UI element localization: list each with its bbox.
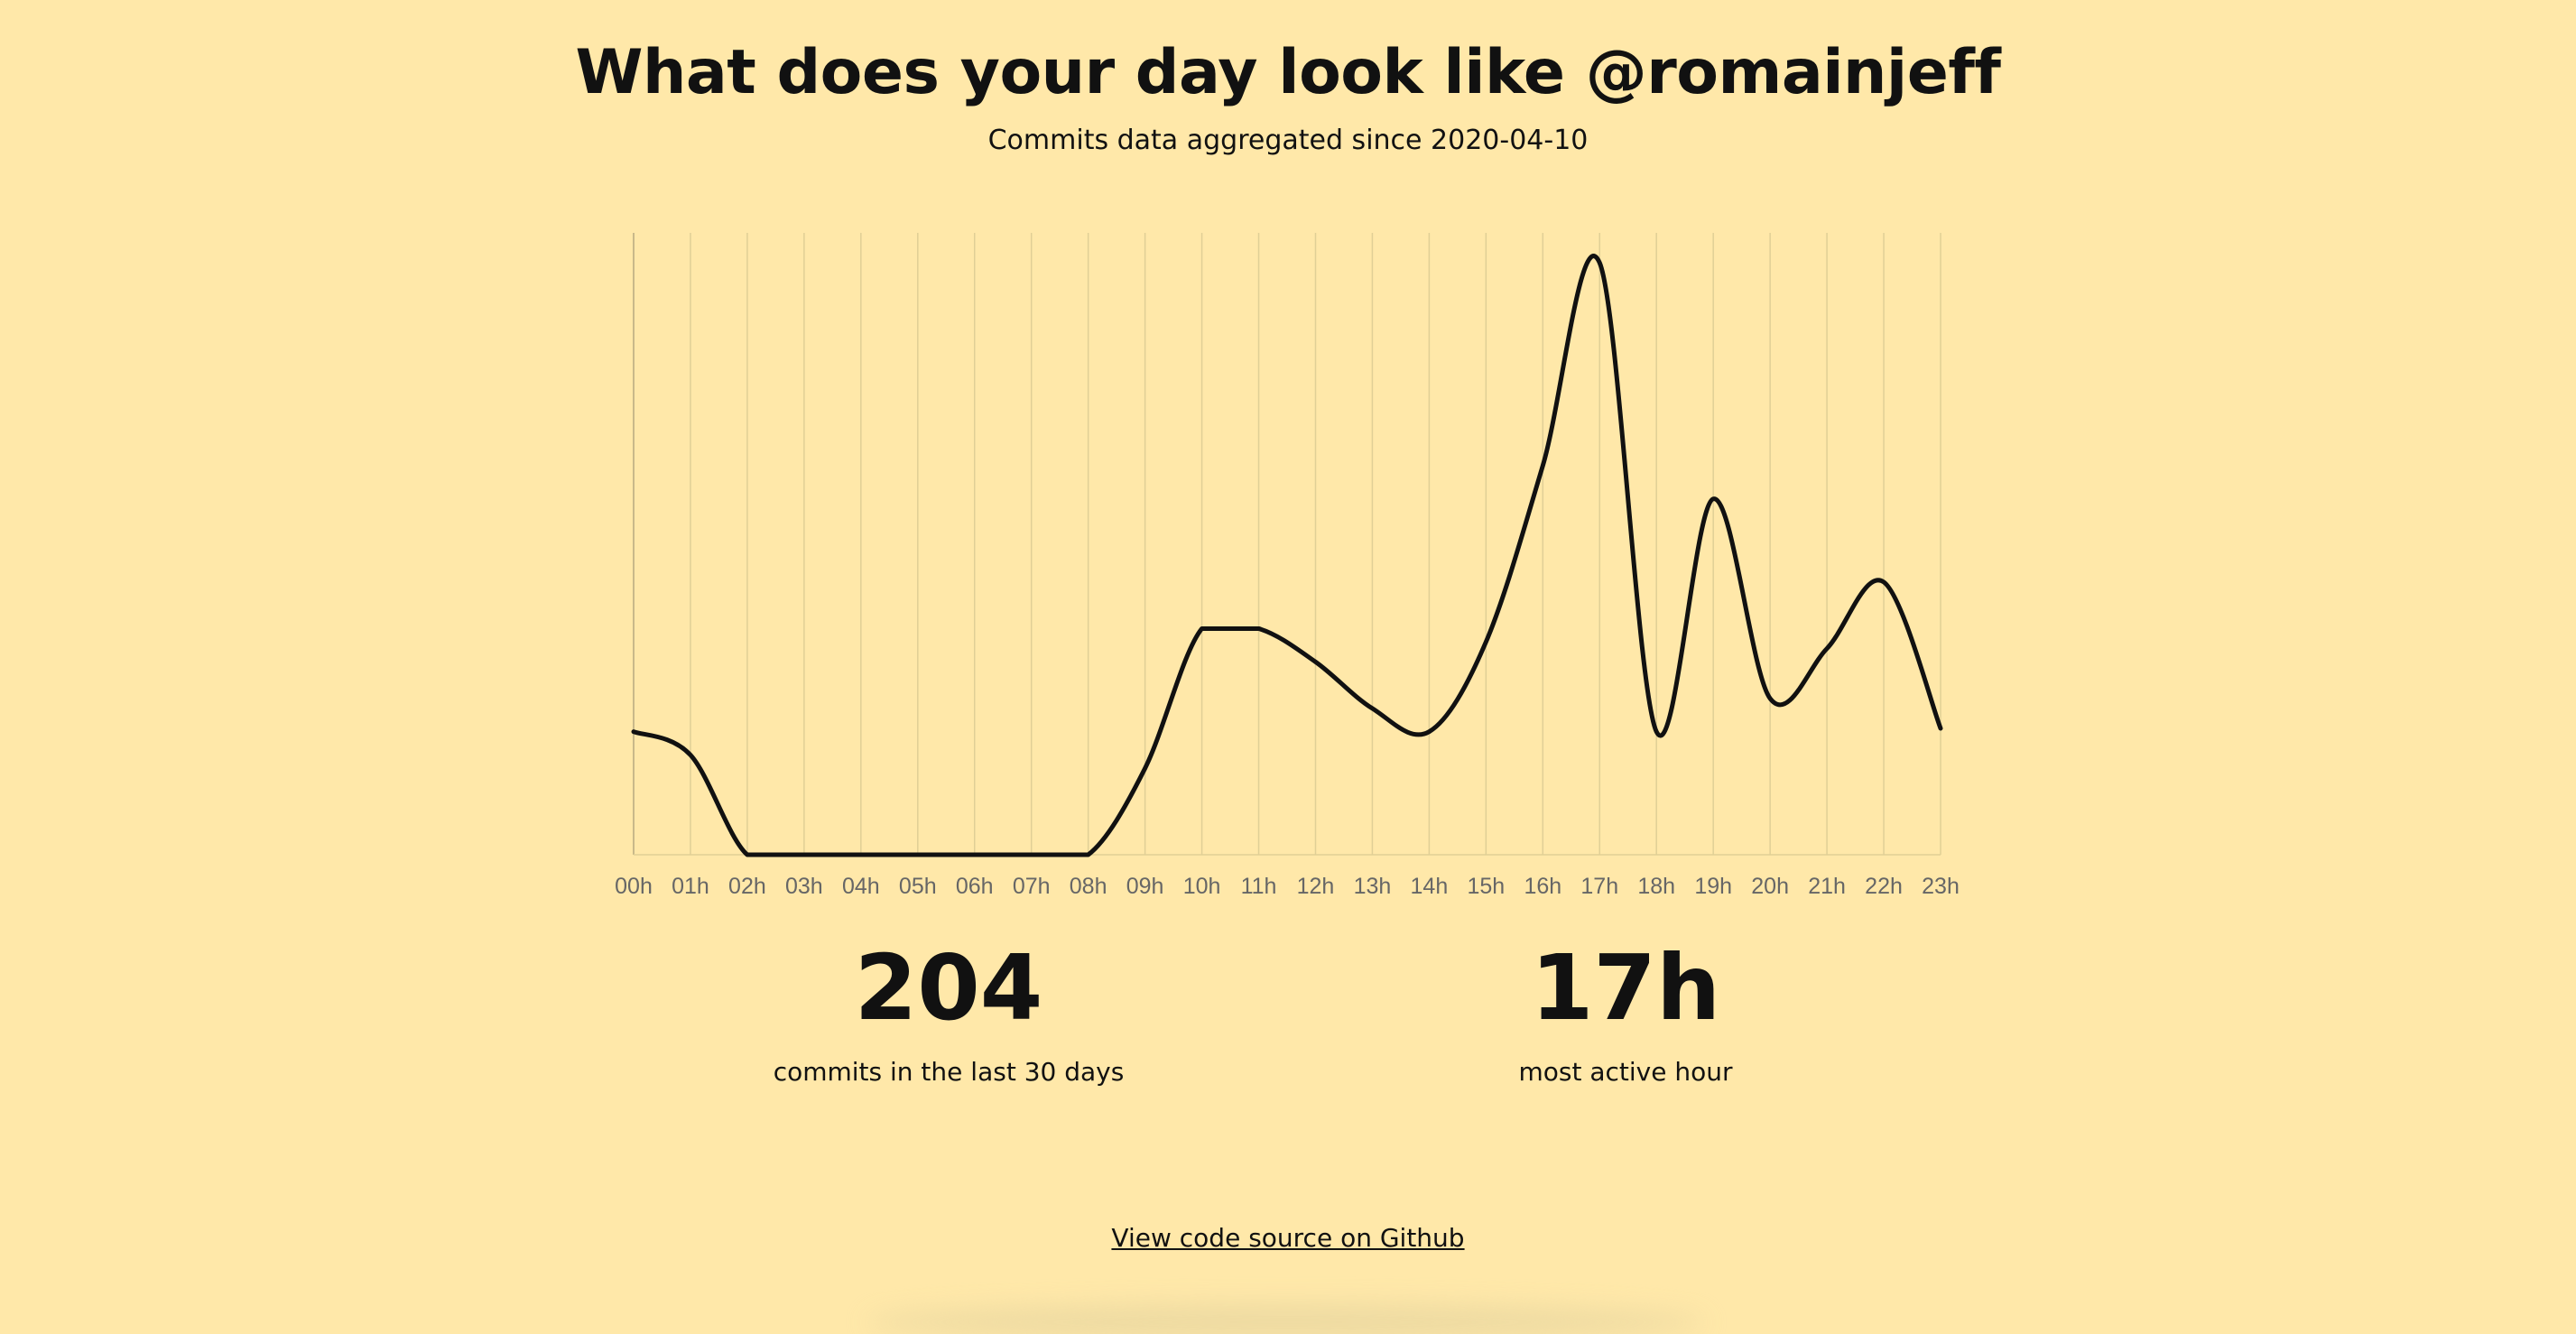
x-tick-label: 23h xyxy=(1922,874,1960,899)
x-tick-label: 07h xyxy=(1013,874,1051,899)
data-point-17h xyxy=(1592,255,1607,270)
data-point-08h xyxy=(1081,848,1096,862)
data-point-06h xyxy=(968,848,982,862)
most-active-hour-value: 17h xyxy=(1530,935,1721,1041)
x-tick-label: 22h xyxy=(1865,874,1903,899)
data-point-01h xyxy=(683,747,698,762)
data-point-07h xyxy=(1024,848,1039,862)
data-point-21h xyxy=(1820,642,1834,656)
data-point-03h xyxy=(797,848,811,862)
data-point-18h xyxy=(1649,725,1663,739)
x-tick-label: 05h xyxy=(899,874,937,899)
data-point-22h xyxy=(1876,575,1891,589)
x-tick-label: 12h xyxy=(1297,874,1335,899)
x-tick-label: 06h xyxy=(956,874,994,899)
data-point-23h xyxy=(1933,721,1948,736)
x-tick-label: 08h xyxy=(1070,874,1107,899)
data-point-13h xyxy=(1365,701,1379,716)
x-tick-label: 16h xyxy=(1524,874,1561,899)
github-source-link[interactable]: View code source on Github xyxy=(1111,1223,1465,1253)
x-tick-label: 01h xyxy=(672,874,709,899)
most-active-hour-label: most active hour xyxy=(1518,1057,1733,1087)
x-tick-label: 02h xyxy=(728,874,766,899)
data-point-16h xyxy=(1535,459,1550,473)
data-point-14h xyxy=(1422,725,1436,739)
data-point-09h xyxy=(1138,761,1153,775)
x-tick-label: 15h xyxy=(1467,874,1505,899)
bottom-shadow xyxy=(866,1304,1706,1334)
x-tick-label: 14h xyxy=(1411,874,1449,899)
data-point-19h xyxy=(1706,492,1720,506)
commits-count-value: 204 xyxy=(854,935,1043,1041)
data-point-02h xyxy=(740,848,755,862)
x-tick-label: 09h xyxy=(1126,874,1164,899)
x-tick-label: 21h xyxy=(1808,874,1846,899)
x-tick-label: 18h xyxy=(1637,874,1675,899)
data-point-10h xyxy=(1195,621,1209,635)
page-subtitle: Commits data aggregated since 2020-04-10 xyxy=(987,125,1589,156)
x-tick-label: 10h xyxy=(1183,874,1221,899)
x-tick-label: 04h xyxy=(842,874,880,899)
data-point-20h xyxy=(1763,691,1777,706)
x-tick-label: 17h xyxy=(1580,874,1618,899)
x-tick-label: 03h xyxy=(785,874,823,899)
commits-count-label: commits in the last 30 days xyxy=(773,1057,1125,1087)
data-point-12h xyxy=(1308,654,1322,669)
x-tick-label: 11h xyxy=(1241,874,1277,899)
data-point-05h xyxy=(911,848,925,862)
data-point-00h xyxy=(626,725,641,739)
x-tick-label: 19h xyxy=(1694,874,1732,899)
data-point-15h xyxy=(1478,635,1493,649)
x-tick-label: 13h xyxy=(1354,874,1392,899)
chart-plot-area xyxy=(626,254,1948,862)
footer: View code source on Github xyxy=(0,1220,2576,1256)
x-tick-label: 00h xyxy=(615,874,653,899)
data-point-04h xyxy=(854,848,868,862)
data-point-11h xyxy=(1252,621,1266,635)
chart-x-axis: 00h 01h 02h 03h 04h 05h 06h 07h 08h 09h 10h 11h 12h 1… xyxy=(615,874,1960,899)
x-tick-label: 20h xyxy=(1751,874,1789,899)
page-title: What does your day look like @romainjeff xyxy=(575,37,2001,108)
commits-line xyxy=(631,254,1943,857)
chart-grid xyxy=(633,233,1941,856)
commits-by-hour-chart: 00h 01h 02h 03h 04h 05h 06h 07h 08h 09h 10h 11h 12h 1… xyxy=(615,233,1960,899)
